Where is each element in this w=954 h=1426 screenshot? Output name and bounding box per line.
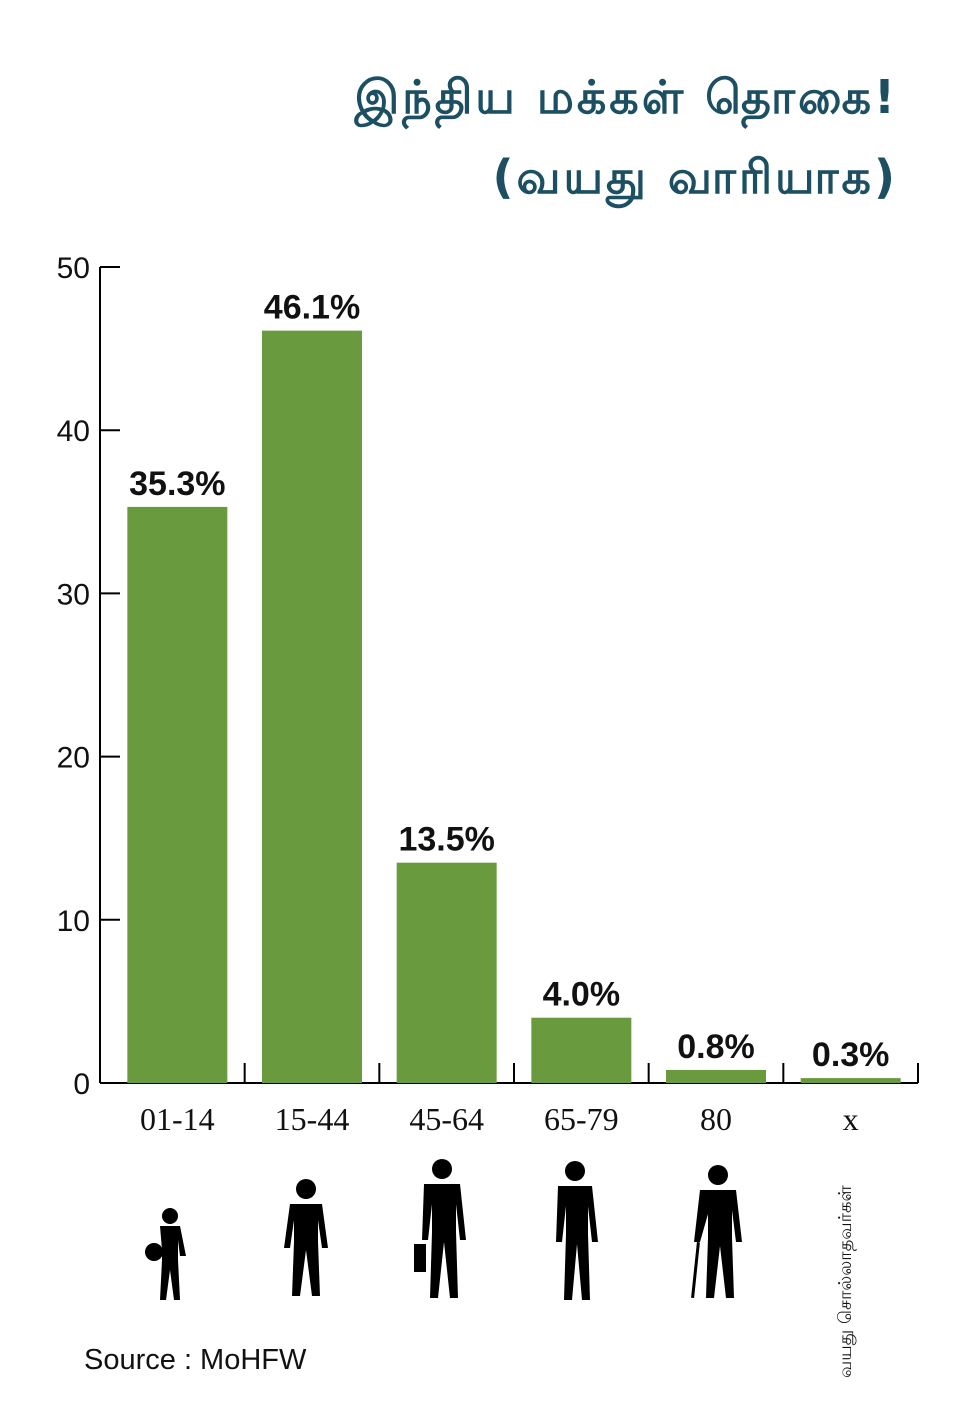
bar	[127, 506, 228, 1083]
age-unreported-note: வயது சொல்லாதவர்கள்	[835, 1185, 856, 1378]
x-tick-label: x	[843, 1101, 859, 1137]
data-label: 46.1%	[264, 289, 360, 327]
data-label: 0.3%	[812, 1036, 890, 1074]
bar	[262, 330, 362, 1083]
elderly-cane-icon	[691, 1165, 742, 1299]
data-label: 0.8%	[677, 1028, 755, 1066]
y-tick-label: 0	[73, 1068, 90, 1101]
bar	[396, 862, 497, 1083]
chart-title-line1: இந்திய மக்கள் தொகை!	[354, 70, 898, 124]
bar	[800, 1078, 901, 1083]
x-tick-label: 65-79	[544, 1101, 619, 1137]
bar-chart: 0 10 20 30 40 50 35.3% 01-14 46.1% 15-44 13.5% 45-6…	[57, 252, 919, 1137]
bar	[666, 1069, 766, 1083]
child-icon	[145, 1208, 186, 1300]
y-tick-label: 20	[57, 742, 90, 775]
x-tick-label: 15-44	[275, 1101, 350, 1137]
y-tick-label: 50	[57, 252, 90, 285]
y-tick-label: 10	[57, 905, 90, 938]
data-label: 13.5%	[398, 821, 494, 859]
x-tick-label: 01-14	[140, 1101, 215, 1137]
data-label: 4.0%	[543, 976, 621, 1014]
senior-icon	[556, 1161, 598, 1300]
teen-icon	[284, 1179, 328, 1296]
x-tick-label: 45-64	[409, 1101, 484, 1137]
adult-briefcase-icon	[414, 1159, 466, 1298]
y-tick-label: 40	[57, 415, 90, 448]
x-tick-label: 80	[700, 1101, 732, 1137]
bar	[531, 1017, 632, 1083]
data-label: 35.3%	[129, 465, 225, 503]
source-credit: Source : MoHFW	[84, 1344, 307, 1376]
y-tick-label: 30	[57, 578, 90, 611]
chart-title-line2: (வயது வாரியாக)	[492, 150, 898, 204]
